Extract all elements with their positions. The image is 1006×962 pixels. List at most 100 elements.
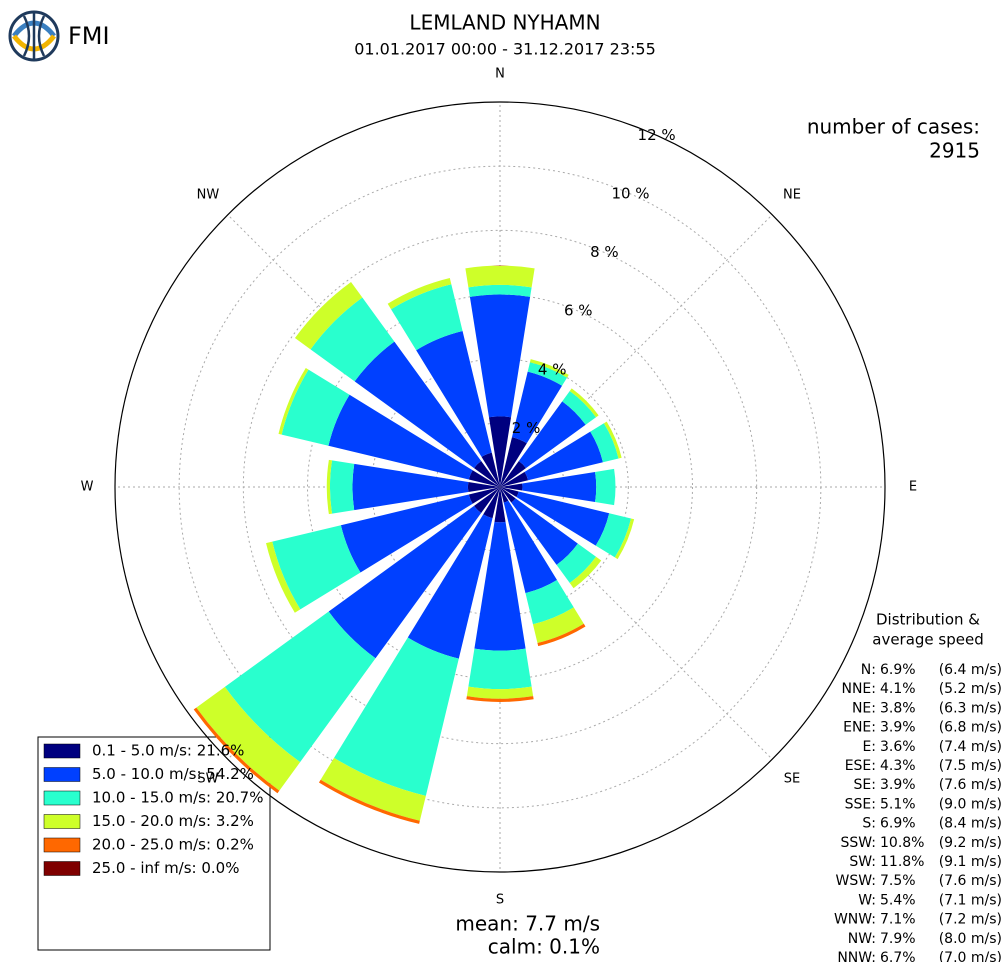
legend-swatch bbox=[43, 861, 81, 876]
calm: calm: 0.1% bbox=[488, 935, 600, 959]
wedge bbox=[224, 611, 376, 763]
wedge bbox=[466, 696, 534, 702]
dist-share: 7.1% bbox=[880, 912, 916, 928]
dist-direction: ESE: bbox=[845, 758, 876, 774]
dist-share: 3.9% bbox=[880, 720, 916, 736]
dist-direction: SSW: bbox=[840, 835, 876, 851]
wedge bbox=[525, 580, 574, 625]
wedge bbox=[196, 686, 301, 791]
dist-share: 6.9% bbox=[880, 816, 916, 832]
wedge bbox=[500, 483, 523, 491]
wedge bbox=[281, 369, 350, 446]
r-tick-label: 4 % bbox=[538, 360, 567, 378]
radial-grid-line bbox=[499, 214, 773, 488]
dist-share: 6.7% bbox=[880, 950, 916, 962]
wedge bbox=[278, 367, 309, 435]
wedge bbox=[500, 461, 526, 487]
wedge bbox=[468, 648, 532, 690]
wedge bbox=[511, 498, 578, 565]
dist-share: 5.4% bbox=[880, 892, 916, 908]
legend-swatch bbox=[43, 837, 81, 853]
dist-direction: N: bbox=[861, 662, 876, 678]
dist-speed: (7.1 m/s) bbox=[939, 892, 1002, 908]
dist-direction: SW: bbox=[849, 854, 876, 870]
wedge bbox=[503, 500, 557, 594]
wedge bbox=[468, 470, 500, 487]
wedge bbox=[272, 525, 361, 610]
wedge bbox=[603, 421, 622, 459]
dist-direction: W: bbox=[858, 892, 876, 908]
dist-direction: NNW: bbox=[837, 950, 876, 962]
dist-direction: NW: bbox=[848, 931, 876, 947]
wedge bbox=[522, 471, 597, 503]
r-tick-label: 10 % bbox=[611, 184, 649, 202]
wedge bbox=[481, 452, 500, 487]
compass-label: S bbox=[496, 893, 504, 908]
legend-swatch bbox=[43, 767, 81, 782]
wedge bbox=[354, 341, 482, 469]
dist-share: 7.5% bbox=[880, 873, 916, 889]
legend-label: 20.0 - 25.0 m/s: 0.2% bbox=[92, 836, 254, 854]
legend-swatch bbox=[43, 814, 81, 829]
dist-direction: S: bbox=[862, 816, 876, 832]
distribution-title: Distribution & bbox=[876, 611, 980, 629]
dist-share: 11.8% bbox=[880, 854, 924, 870]
wedge bbox=[352, 463, 469, 511]
dist-speed: (6.3 m/s) bbox=[939, 700, 1002, 716]
dist-direction: WSW: bbox=[836, 873, 876, 889]
dist-share: 3.8% bbox=[880, 700, 916, 716]
radial-grid-line bbox=[499, 486, 773, 760]
dist-speed: (9.0 m/s) bbox=[939, 796, 1002, 812]
wedge bbox=[266, 541, 301, 613]
wedge bbox=[391, 284, 463, 351]
dist-speed: (8.0 m/s) bbox=[939, 931, 1002, 947]
dist-speed: (7.0 m/s) bbox=[939, 950, 1002, 962]
wedge bbox=[500, 437, 527, 487]
legend-label: 0.1 - 5.0 m/s: 21.6% bbox=[92, 742, 244, 760]
legend-label: 10.0 - 15.0 m/s: 20.7% bbox=[92, 789, 263, 807]
dist-speed: (9.2 m/s) bbox=[939, 835, 1002, 851]
dist-speed: (5.2 m/s) bbox=[939, 681, 1002, 697]
wedge bbox=[329, 460, 355, 514]
dist-speed: (7.4 m/s) bbox=[939, 739, 1002, 755]
wedge bbox=[318, 779, 420, 824]
wedge bbox=[511, 371, 563, 444]
compass-label: N bbox=[495, 67, 505, 82]
dist-speed: (7.2 m/s) bbox=[939, 912, 1002, 928]
compass-label: E bbox=[909, 480, 917, 495]
compass-label: SE bbox=[784, 772, 800, 787]
logo: FMI bbox=[8, 10, 110, 62]
dist-speed: (6.4 m/s) bbox=[939, 662, 1002, 678]
compass-label: W bbox=[81, 480, 94, 495]
dist-direction: SE: bbox=[854, 777, 876, 793]
r-tick-label: 12 % bbox=[638, 126, 676, 144]
dist-share: 6.9% bbox=[880, 662, 916, 678]
mean: mean: 7.7 m/s bbox=[455, 912, 600, 936]
wedge bbox=[193, 707, 280, 794]
wedge bbox=[500, 487, 516, 503]
radial-grid-line bbox=[227, 214, 501, 488]
wedge bbox=[500, 471, 529, 487]
dist-speed: (7.6 m/s) bbox=[939, 873, 1002, 889]
dist-direction: ENE: bbox=[843, 720, 876, 736]
wedge bbox=[562, 390, 597, 425]
wedge bbox=[537, 623, 586, 647]
brand: FMI bbox=[68, 22, 110, 50]
compass-label: NW bbox=[197, 187, 220, 202]
wedge bbox=[529, 359, 569, 378]
cases-label: number of cases: bbox=[807, 115, 980, 139]
r-tick-label: 8 % bbox=[590, 243, 619, 261]
wedge bbox=[328, 505, 482, 659]
wedge bbox=[416, 331, 492, 457]
chart-title: LEMLAND NYHAMN bbox=[409, 11, 600, 35]
dist-direction: NE: bbox=[852, 700, 876, 716]
dist-share: 3.9% bbox=[880, 777, 916, 793]
legend-label: 25.0 - inf m/s: 0.0% bbox=[92, 859, 239, 877]
r-tick-label: 2 % bbox=[512, 419, 541, 437]
dist-speed: (8.4 m/s) bbox=[939, 816, 1002, 832]
wedge bbox=[532, 607, 584, 643]
wedge bbox=[524, 431, 603, 481]
wedge bbox=[590, 423, 619, 463]
dist-direction: E: bbox=[862, 739, 876, 755]
dist-direction: NNE: bbox=[841, 681, 876, 697]
